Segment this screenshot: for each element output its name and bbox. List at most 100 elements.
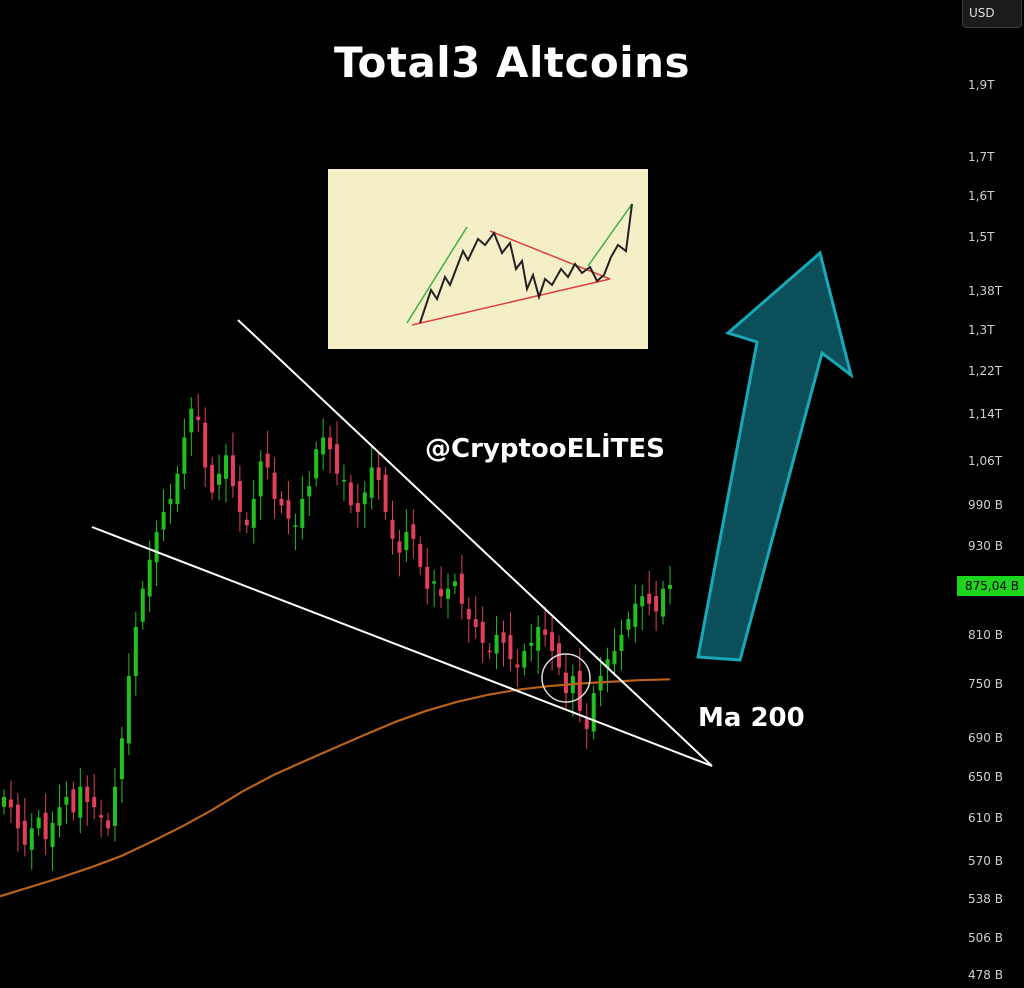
y-tick-label: 750 B: [968, 677, 1003, 692]
currency-selector[interactable]: USD: [962, 0, 1022, 28]
y-tick-label: 1,06T: [968, 454, 1003, 469]
inset-red-lower-line: [411, 278, 611, 326]
candle-body: [314, 449, 319, 479]
candle-body: [418, 544, 423, 567]
candle-body: [217, 473, 222, 485]
candle-body: [480, 621, 485, 643]
lower-trendline: [91, 526, 713, 767]
candle-body: [126, 675, 131, 744]
y-tick-label: 506 B: [968, 931, 1003, 946]
candle-body: [425, 566, 430, 589]
candle-body: [362, 492, 367, 505]
y-tick-label: 650 B: [968, 769, 1003, 784]
candle-body: [550, 632, 555, 651]
y-tick-label: 1,3T: [968, 322, 995, 337]
inset-price-path: [419, 203, 633, 324]
breakout-arrow: [696, 250, 854, 662]
candle-body: [404, 532, 409, 551]
candle-body: [466, 608, 471, 620]
inset-green-line-left: [406, 226, 468, 324]
candle-body: [161, 511, 166, 530]
y-tick-label: 570 B: [968, 854, 1003, 869]
candle-body: [487, 650, 492, 653]
y-tick-label: 1,7T: [968, 149, 995, 164]
candle-body: [633, 603, 638, 627]
candle-body: [543, 629, 548, 635]
y-tick-label: 1,6T: [968, 188, 995, 203]
ma200-line: [0, 678, 671, 898]
candles-group: [2, 393, 672, 871]
watermark-text: @CryptooELİTES: [425, 434, 665, 464]
y-tick-label: 1,14T: [968, 407, 1003, 422]
ma200-label: Ma 200: [698, 703, 805, 733]
candle-body: [92, 796, 97, 808]
candle-body: [432, 581, 437, 584]
candle-body: [57, 807, 62, 826]
y-tick-label: 1,22T: [968, 363, 1003, 378]
candle-body: [182, 437, 187, 474]
candle-body: [50, 823, 55, 848]
candle-body: [140, 588, 145, 622]
candle-body: [2, 796, 6, 807]
candle-body: [529, 642, 534, 646]
candle-body: [203, 422, 208, 468]
candle-body: [411, 524, 416, 539]
candle-body: [230, 455, 235, 487]
candle-body: [321, 437, 326, 455]
candle-body: [654, 596, 659, 612]
y-tick-label: 1,38T: [968, 284, 1003, 299]
candle-body: [508, 635, 513, 660]
candle-body: [154, 532, 159, 563]
pattern-inset: [328, 169, 648, 349]
candle-body: [64, 796, 69, 805]
candle-body: [279, 498, 284, 506]
candle-body: [99, 815, 104, 818]
candle-body: [515, 664, 520, 668]
candle-body: [494, 634, 499, 654]
candle-body: [210, 464, 215, 493]
y-tick-label: 1,9T: [968, 78, 995, 92]
candle-body: [439, 589, 444, 597]
candle-body: [536, 626, 541, 651]
candle-body: [300, 498, 305, 528]
candle-body: [501, 632, 506, 643]
candle-body: [224, 455, 228, 479]
candle-body: [78, 786, 83, 818]
pattern-diagram: [406, 203, 633, 326]
y-tick-label: 810 B: [968, 627, 1003, 642]
candle-body: [335, 444, 339, 474]
y-tick-label: 478 B: [968, 968, 1003, 982]
candle-body: [383, 474, 388, 512]
candle-body: [473, 619, 478, 627]
candle-body: [390, 519, 395, 539]
candle-body: [341, 479, 346, 482]
candle-body: [237, 481, 242, 512]
candle-body: [36, 817, 41, 829]
candle-body: [147, 559, 152, 597]
candle-body: [175, 473, 180, 505]
y-tick-label: 930 B: [968, 538, 1003, 553]
candle-body: [272, 472, 277, 499]
inset-red-upper-line: [489, 230, 611, 280]
candle-body: [189, 408, 194, 433]
y-tick-label: 990 B: [968, 498, 1003, 513]
candle-body: [244, 519, 249, 526]
candle-body: [605, 659, 610, 669]
candle-body: [446, 588, 450, 599]
candle-body: [376, 467, 381, 480]
chart-title: Total3 Altcoins: [333, 38, 691, 87]
candle-body: [397, 541, 402, 553]
y-tick-label: 610 B: [968, 810, 1003, 825]
candle-body: [619, 634, 624, 651]
breakout-circle: [541, 653, 591, 703]
candle-body: [355, 502, 360, 512]
candle-body: [196, 416, 201, 421]
candle-body: [563, 672, 568, 694]
candle-body: [584, 718, 589, 729]
y-tick-label: 1,5T: [968, 230, 995, 245]
candle-body: [22, 820, 27, 845]
candle-body: [258, 461, 263, 497]
candle-body: [369, 467, 374, 498]
current-price-badge: 875,04 B: [957, 576, 1024, 596]
